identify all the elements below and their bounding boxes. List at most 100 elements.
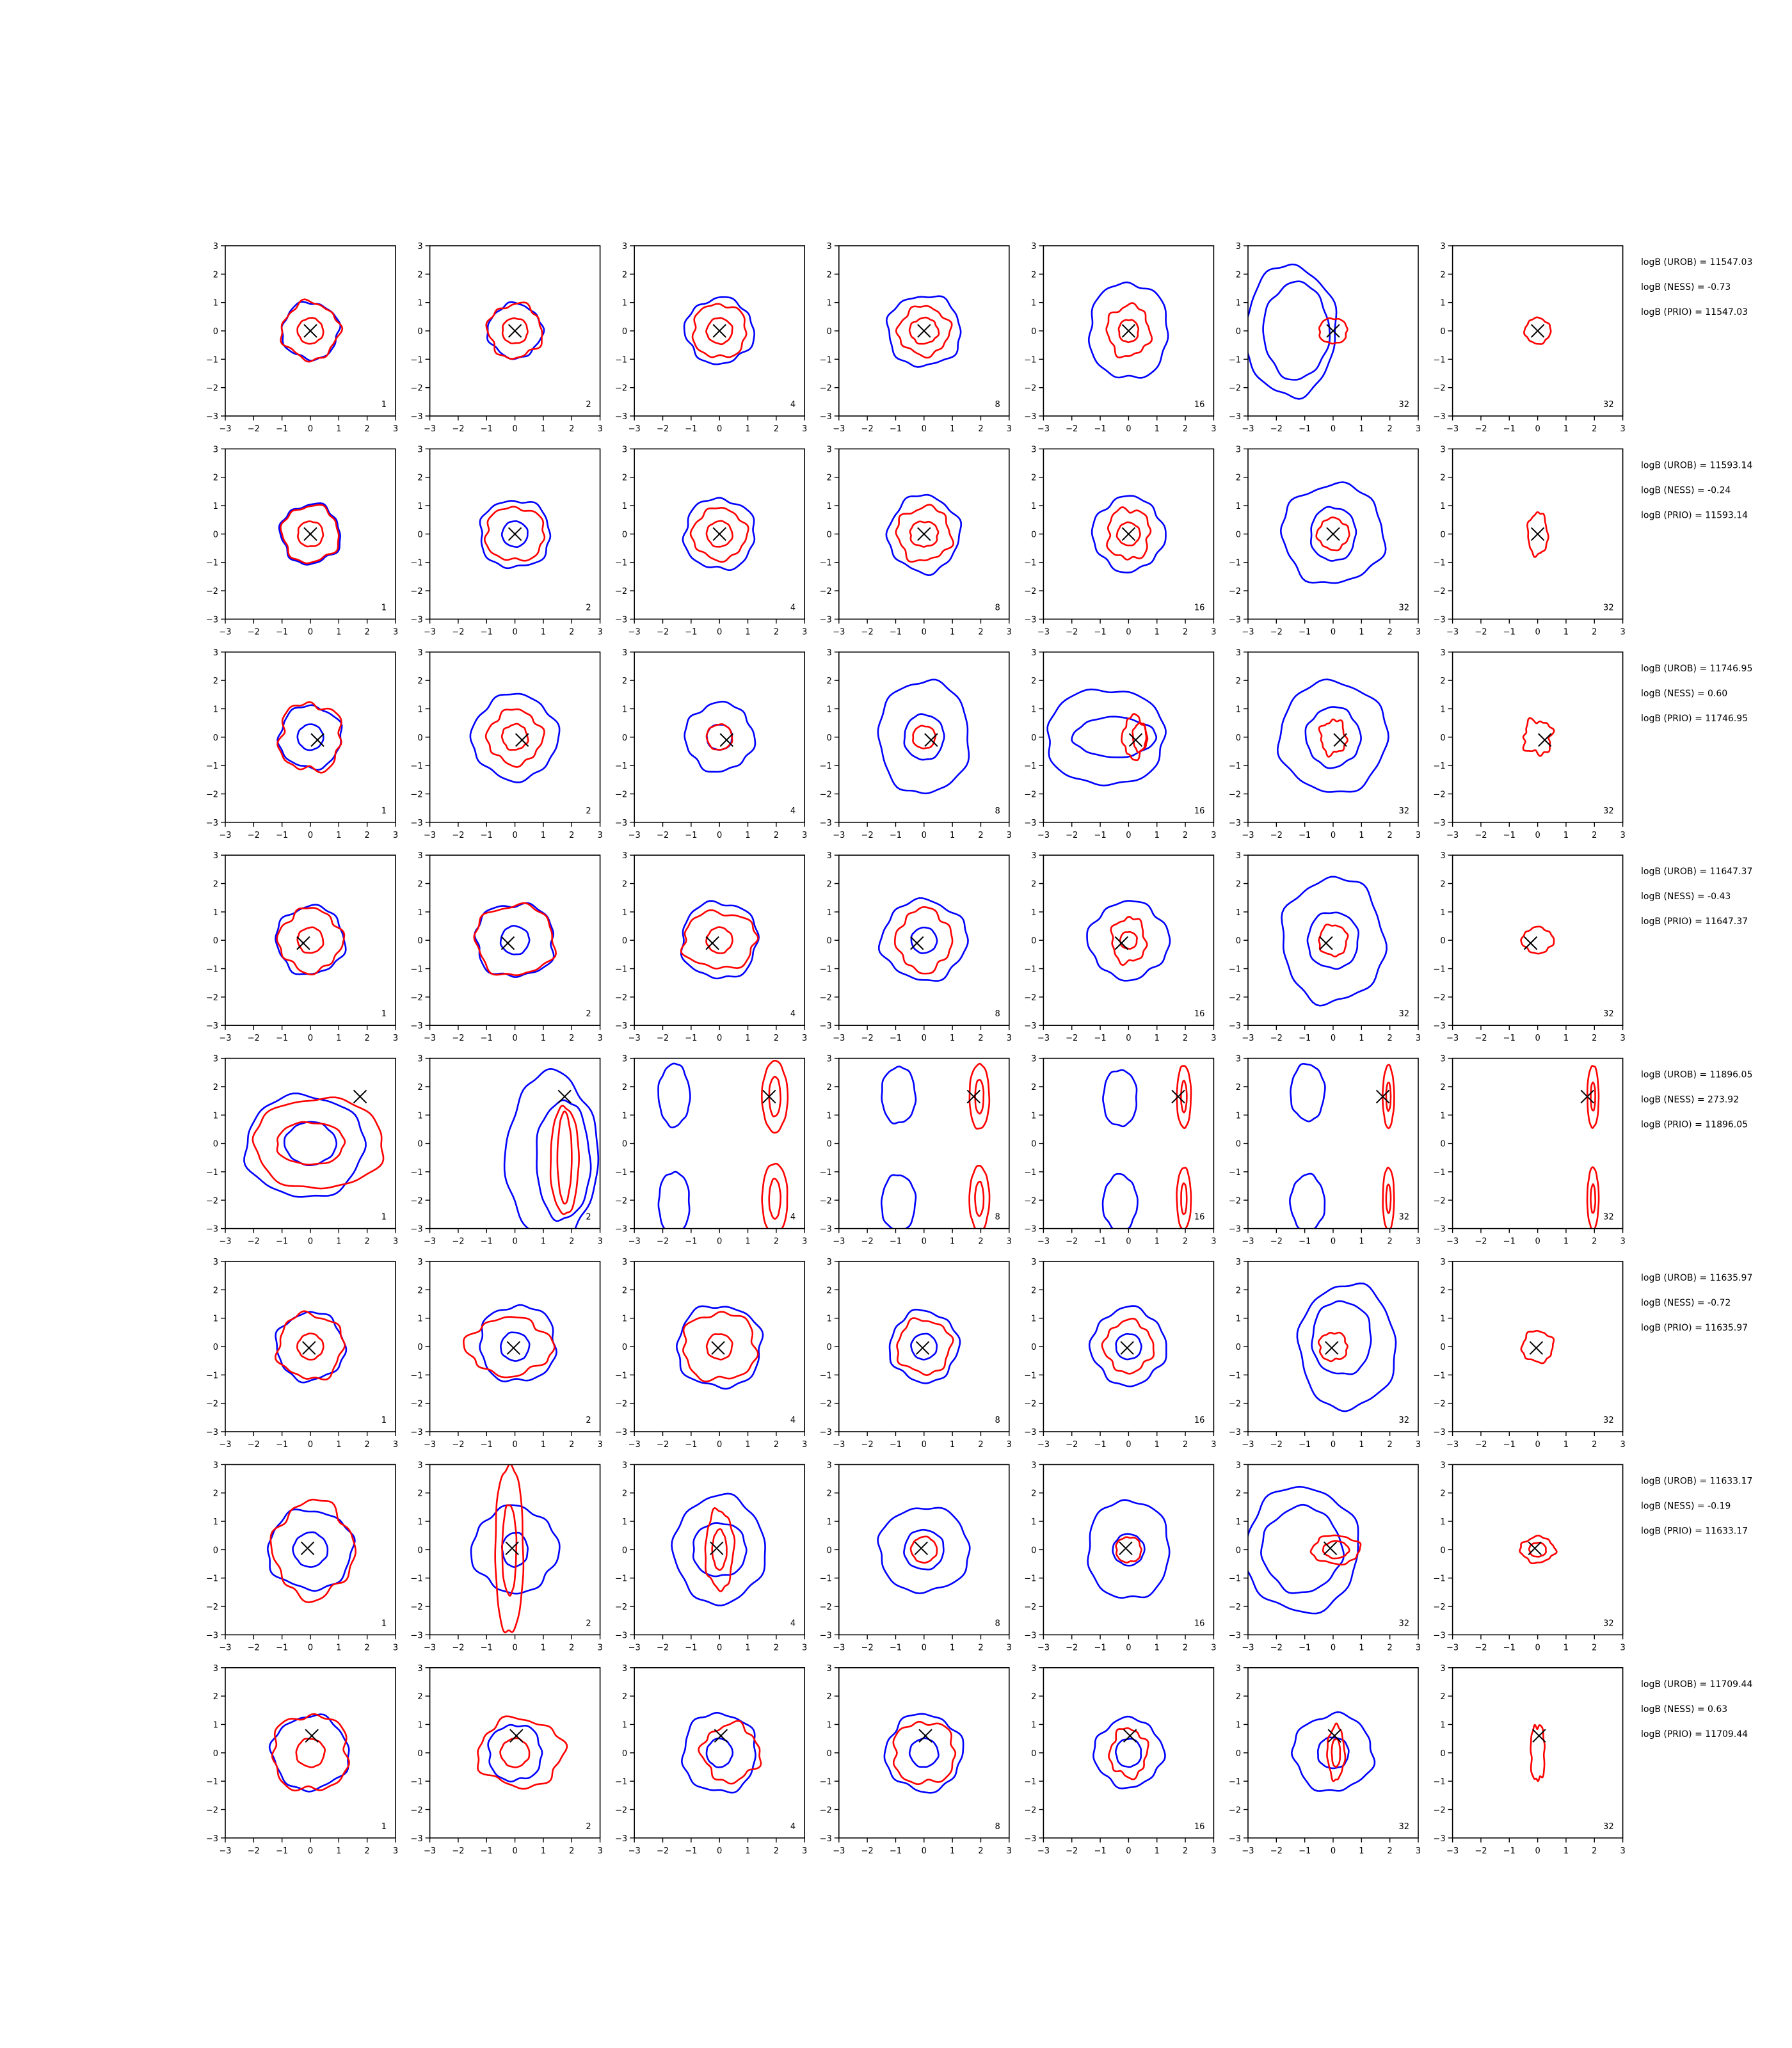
x-tick-label: −3 xyxy=(219,1440,231,1450)
x-tick-label: 0 xyxy=(1331,1237,1336,1247)
blue-contour xyxy=(1290,1711,1376,1792)
y-tick-label: −3 xyxy=(206,1834,218,1844)
x-tick-label: 3 xyxy=(1211,831,1216,840)
x-tick-label: 2 xyxy=(365,424,370,434)
y-tick-label: 2 xyxy=(1236,1083,1241,1092)
x-tick-label: 3 xyxy=(597,1440,602,1450)
y-tick-label: −3 xyxy=(615,1021,627,1031)
panel-label: 2 xyxy=(586,1009,591,1019)
plot-area xyxy=(1289,1062,1395,1229)
y-tick-label: −1 xyxy=(206,1777,218,1787)
x-tick-label: 2 xyxy=(978,1643,983,1652)
y-tick-label: −3 xyxy=(206,1021,218,1031)
x-marker xyxy=(1121,527,1136,541)
y-tick-label: 2 xyxy=(827,1692,832,1702)
x-tick-label: 1 xyxy=(336,627,341,637)
x-tick-label: 2 xyxy=(1388,1846,1393,1856)
y-tick-label: 1 xyxy=(417,299,422,308)
panel-label: 4 xyxy=(790,603,796,612)
y-tick-label: −1 xyxy=(615,1777,627,1787)
x-tick-label: −3 xyxy=(424,1034,436,1043)
plot-area xyxy=(268,1713,350,1793)
x-tick-label: 3 xyxy=(1416,1846,1421,1856)
x-tick-label: 1 xyxy=(950,627,955,637)
x-tick-label: 2 xyxy=(365,831,370,840)
panel-label: 4 xyxy=(790,806,796,816)
x-tick-label: −3 xyxy=(1446,1643,1459,1652)
x-tick-label: −3 xyxy=(219,627,231,637)
blue-contour xyxy=(675,1305,764,1390)
panel-label: 32 xyxy=(1603,1009,1614,1019)
stats-line: logB (UROB) = 11593.14 xyxy=(1641,460,1752,470)
x-marker xyxy=(1326,324,1340,338)
y-tick-label: 0 xyxy=(827,1140,832,1149)
red-contour xyxy=(1108,1727,1149,1780)
axes-frame xyxy=(838,854,1010,1026)
x-tick-label: 3 xyxy=(1211,1643,1216,1652)
y-tick-label: 1 xyxy=(417,502,422,511)
y-tick-label: −3 xyxy=(1229,1834,1241,1844)
y-tick-label: 3 xyxy=(417,851,422,861)
x-marker xyxy=(353,1089,367,1104)
x-tick-label: −3 xyxy=(1037,831,1050,840)
y-tick-label: 0 xyxy=(417,1140,422,1149)
y-tick-label: 3 xyxy=(827,242,832,252)
y-tick-label: 0 xyxy=(417,1343,422,1352)
x-tick-label: −1 xyxy=(890,1237,902,1247)
y-tick-label: 1 xyxy=(213,1517,218,1527)
y-tick-label: 1 xyxy=(1440,299,1445,308)
plot-area xyxy=(1248,1485,1362,1615)
x-tick-label: −3 xyxy=(833,627,845,637)
y-tick-label: 0 xyxy=(213,1343,218,1352)
blue-contour xyxy=(275,1311,348,1384)
x-marker xyxy=(1537,733,1552,747)
plot-area xyxy=(680,1711,762,1794)
y-tick-label: 2 xyxy=(417,880,422,890)
x-tick-label: −1 xyxy=(890,1643,902,1652)
red-contour xyxy=(768,1178,781,1220)
y-tick-label: −1 xyxy=(1024,965,1036,975)
x-tick-label: −2 xyxy=(1270,1440,1283,1450)
y-tick-label: 3 xyxy=(1031,1055,1036,1064)
x-tick-label: −2 xyxy=(452,627,464,637)
panel-label: 32 xyxy=(1398,1009,1409,1019)
y-tick-label: −1 xyxy=(1229,762,1241,771)
plot-area xyxy=(680,900,760,980)
y-tick-label: −2 xyxy=(1433,587,1445,596)
x-tick-label: 1 xyxy=(950,1846,955,1856)
panel-label: 4 xyxy=(790,400,796,410)
x-tick-label: 1 xyxy=(1564,1237,1569,1247)
x-tick-label: −1 xyxy=(1299,1440,1311,1450)
y-tick-label: −3 xyxy=(615,1225,627,1235)
panel-r3-c7: −3 −2 −1 0 1 2 3 −3 −2 −1 0 1 2 3 32 xyxy=(1433,648,1625,840)
y-tick-label: 3 xyxy=(827,1664,832,1674)
blue-contour xyxy=(1281,876,1388,1007)
x-tick-label: 0 xyxy=(717,1643,722,1652)
y-tick-label: −2 xyxy=(615,1196,627,1206)
blue-contour xyxy=(1248,263,1338,400)
red-contour xyxy=(1106,506,1152,561)
panel-r5-c1: −3 −2 −1 0 1 2 3 −3 −2 −1 0 1 2 3 1 xyxy=(206,1055,398,1247)
y-tick-label: −3 xyxy=(1024,1021,1036,1031)
y-tick-label: 3 xyxy=(827,851,832,861)
panel-r7-c2: −3 −2 −1 0 1 2 3 −3 −2 −1 0 1 2 3 2 xyxy=(410,1460,602,1652)
x-tick-label: 1 xyxy=(1155,1643,1160,1652)
y-tick-label: −2 xyxy=(410,790,422,799)
y-tick-label: 3 xyxy=(1440,851,1445,861)
y-tick-label: 0 xyxy=(1236,530,1241,540)
red-contour xyxy=(1115,1536,1142,1564)
x-tick-label: 0 xyxy=(512,831,517,840)
y-tick-label: 0 xyxy=(1236,1749,1241,1759)
panel-label: 4 xyxy=(790,1416,796,1425)
y-tick-label: −2 xyxy=(820,1603,832,1612)
x-tick-label: 1 xyxy=(1359,1643,1364,1652)
blue-contour xyxy=(910,926,938,954)
x-tick-label: 0 xyxy=(1535,1237,1540,1247)
x-tick-label: 3 xyxy=(802,627,807,637)
x-tick-label: 0 xyxy=(717,831,722,840)
y-tick-label: 0 xyxy=(1440,1546,1445,1555)
x-tick-label: 2 xyxy=(774,1237,779,1247)
red-contour xyxy=(1382,1064,1395,1130)
stats-line: logB (UROB) = 11896.05 xyxy=(1641,1070,1752,1080)
blue-contour xyxy=(500,520,529,548)
